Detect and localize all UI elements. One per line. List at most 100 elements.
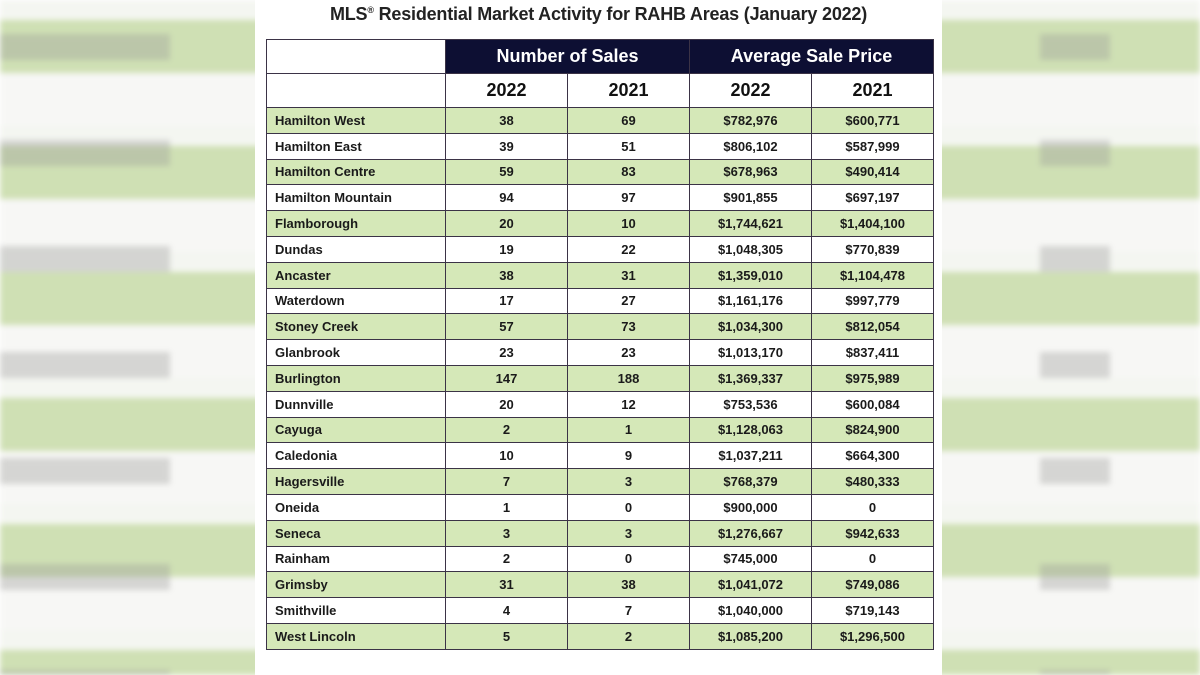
sales-2022-cell: 4 <box>445 597 568 624</box>
sales-2021-cell: 31 <box>567 261 690 289</box>
sales-2021-cell: 3 <box>567 519 690 547</box>
sales-2022-cell: 38 <box>445 107 568 134</box>
avg-price-2022-cell: $1,359,010 <box>689 261 812 289</box>
table-title: MLS® Residential Market Activity for RAH… <box>255 4 942 25</box>
sales-2021-cell: 188 <box>567 364 690 392</box>
avg-price-2021-cell: $490,414 <box>811 158 934 186</box>
table-row: Stoney Creek 57 73 $1,034,300 $812,054 <box>266 313 934 341</box>
sales-2022-cell: 2 <box>445 416 568 444</box>
sales-2021-cell: 22 <box>567 235 690 263</box>
year-header: 2021 <box>811 73 934 108</box>
sales-2022-cell: 1 <box>445 493 568 521</box>
sales-2021-cell: 0 <box>567 493 690 521</box>
area-name-cell: Seneca <box>266 519 446 547</box>
sales-2022-cell: 3 <box>445 519 568 547</box>
sales-2021-cell: 23 <box>567 339 690 366</box>
sales-2022-cell: 147 <box>445 364 568 392</box>
sales-2021-cell: 7 <box>567 597 690 624</box>
blank-header-cell <box>266 39 446 74</box>
registered-mark: ® <box>367 5 374 15</box>
avg-price-2022-cell: $1,048,305 <box>689 235 812 263</box>
avg-price-2021-cell: $719,143 <box>811 597 934 624</box>
area-name-cell: Caledonia <box>266 442 446 470</box>
area-name-cell: Smithville <box>266 597 446 624</box>
avg-price-2022-cell: $745,000 <box>689 545 812 573</box>
table-row: Waterdown 17 27 $1,161,176 $997,779 <box>266 287 934 315</box>
avg-price-2021-cell: $749,086 <box>811 571 934 599</box>
area-name-cell: Hamilton East <box>266 132 446 160</box>
table-row: Dundas 19 22 $1,048,305 $770,839 <box>266 235 934 263</box>
avg-price-2022-cell: $1,013,170 <box>689 339 812 366</box>
sales-2022-cell: 31 <box>445 571 568 599</box>
table-row: Burlington 147 188 $1,369,337 $975,989 <box>266 364 934 392</box>
sales-2022-cell: 57 <box>445 313 568 341</box>
number-of-sales-header: Number of Sales <box>445 39 690 74</box>
area-name-cell: Hagersville <box>266 468 446 495</box>
sales-2022-cell: 19 <box>445 235 568 263</box>
area-name-cell: Grimsby <box>266 571 446 599</box>
area-name-cell: Ancaster <box>266 261 446 289</box>
avg-price-2021-cell: $837,411 <box>811 339 934 366</box>
sales-2022-cell: 23 <box>445 339 568 366</box>
table-row: Glanbrook 23 23 $1,013,170 $837,411 <box>266 339 934 366</box>
avg-price-2021-cell: $1,404,100 <box>811 210 934 237</box>
sales-2021-cell: 0 <box>567 545 690 573</box>
sales-2021-cell: 27 <box>567 287 690 315</box>
avg-price-2022-cell: $806,102 <box>689 132 812 160</box>
avg-price-2022-cell: $782,976 <box>689 107 812 134</box>
table-row: Caledonia 10 9 $1,037,211 $664,300 <box>266 442 934 470</box>
area-name-cell: Rainham <box>266 545 446 573</box>
avg-price-2021-cell: $812,054 <box>811 313 934 341</box>
table-row: Hamilton Mountain 94 97 $901,855 $697,197 <box>266 184 934 212</box>
table-row: Hamilton Centre 59 83 $678,963 $490,414 <box>266 158 934 186</box>
table-row: Hamilton East 39 51 $806,102 $587,999 <box>266 132 934 160</box>
avg-price-2021-cell: $600,771 <box>811 107 934 134</box>
avg-price-2022-cell: $1,744,621 <box>689 210 812 237</box>
group-header-row: Number of Sales Average Sale Price <box>266 39 934 74</box>
sales-2022-cell: 17 <box>445 287 568 315</box>
area-name-cell: Dundas <box>266 235 446 263</box>
avg-price-2022-cell: $1,276,667 <box>689 519 812 547</box>
area-name-cell: Dunnville <box>266 390 446 418</box>
avg-price-2021-cell: $697,197 <box>811 184 934 212</box>
sales-2021-cell: 9 <box>567 442 690 470</box>
area-name-cell: Hamilton West <box>266 107 446 134</box>
avg-price-2022-cell: $1,037,211 <box>689 442 812 470</box>
sales-2021-cell: 12 <box>567 390 690 418</box>
year-header-row: 2022 2021 2022 2021 <box>266 73 934 108</box>
area-name-cell: Glanbrook <box>266 339 446 366</box>
sales-2022-cell: 2 <box>445 545 568 573</box>
avg-price-2022-cell: $901,855 <box>689 184 812 212</box>
avg-price-2021-cell: $824,900 <box>811 416 934 444</box>
avg-price-2022-cell: $768,379 <box>689 468 812 495</box>
sales-2021-cell: 69 <box>567 107 690 134</box>
sales-2021-cell: 51 <box>567 132 690 160</box>
area-name-cell: Stoney Creek <box>266 313 446 341</box>
table-panel: MLS® Residential Market Activity for RAH… <box>255 0 942 675</box>
table-row: Smithville 4 7 $1,040,000 $719,143 <box>266 597 934 624</box>
table-row: Flamborough 20 10 $1,744,621 $1,404,100 <box>266 210 934 237</box>
avg-price-2021-cell: $1,104,478 <box>811 261 934 289</box>
area-name-cell: Flamborough <box>266 210 446 237</box>
avg-price-2022-cell: $1,034,300 <box>689 313 812 341</box>
table-row: Oneida 1 0 $900,000 0 <box>266 493 934 521</box>
avg-price-2021-cell: $480,333 <box>811 468 934 495</box>
table-row: Cayuga 2 1 $1,128,063 $824,900 <box>266 416 934 444</box>
avg-price-2021-cell: $664,300 <box>811 442 934 470</box>
avg-price-2022-cell: $753,536 <box>689 390 812 418</box>
avg-price-2021-cell: 0 <box>811 493 934 521</box>
avg-price-2022-cell: $1,128,063 <box>689 416 812 444</box>
avg-price-2022-cell: $1,085,200 <box>689 622 812 650</box>
sales-2021-cell: 38 <box>567 571 690 599</box>
title-main: MLS <box>329 4 368 24</box>
table-row: Rainham 2 0 $745,000 0 <box>266 545 934 573</box>
avg-price-2021-cell: $1,296,500 <box>811 622 934 650</box>
sales-2021-cell: 10 <box>567 210 690 237</box>
table-row: Seneca 3 3 $1,276,667 $942,633 <box>266 519 934 547</box>
year-header: 2021 <box>567 73 690 108</box>
average-sale-price-header: Average Sale Price <box>689 39 934 74</box>
sales-2022-cell: 7 <box>445 468 568 495</box>
table-row: Grimsby 31 38 $1,041,072 $749,086 <box>266 571 934 599</box>
avg-price-2021-cell: $975,989 <box>811 364 934 392</box>
sales-2021-cell: 73 <box>567 313 690 341</box>
